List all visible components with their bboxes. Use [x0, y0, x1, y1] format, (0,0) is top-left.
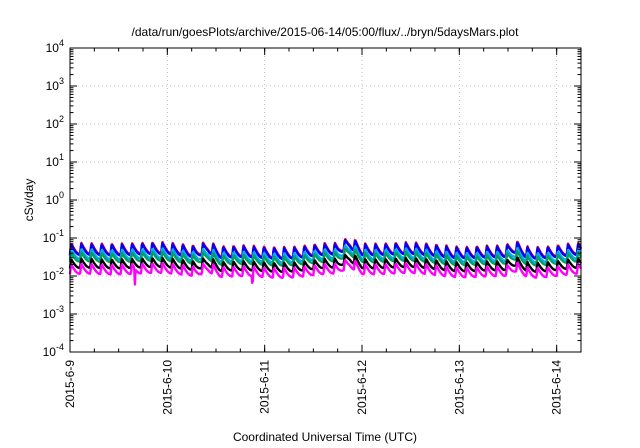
x-axis: 2015-6-9 2015-6-10 2015-6-11 2015-6-12 2015-…: [63, 48, 582, 415]
y-tick-label: 10-3: [43, 304, 64, 321]
y-tick-label: 10-1: [43, 228, 64, 245]
x-tick-label: 2015-6-14: [550, 360, 564, 415]
x-tick-label: 2015-6-10: [160, 360, 174, 415]
chart-title: /data/run/goesPlots/archive/2015-06-14/0…: [132, 25, 520, 39]
y-tick-label: 104: [46, 38, 64, 55]
y-tick-label: 101: [46, 152, 64, 169]
y-tick-label: 102: [46, 114, 64, 131]
series-line: [68, 259, 583, 286]
y-tick-label: 100: [46, 190, 64, 207]
y-tick-label: 10-2: [43, 266, 64, 283]
x-tick-label: 2015-6-12: [355, 360, 369, 415]
y-axis-label: cSv/day: [22, 179, 36, 222]
x-tick-label: 2015-6-9: [63, 360, 77, 408]
x-tick-label: 2015-6-11: [258, 360, 272, 414]
grid: [70, 48, 581, 352]
y-tick-label: 10-4: [43, 342, 64, 359]
y-axis: 10-4 10-3 10-2 10-1 100 101 102 103 104: [43, 38, 581, 359]
y-tick-label: 103: [46, 76, 64, 93]
x-axis-label: Coordinated Universal Time (UTC): [233, 430, 417, 444]
x-tick-label: 2015-6-13: [452, 360, 466, 415]
series-lines: [68, 237, 583, 286]
